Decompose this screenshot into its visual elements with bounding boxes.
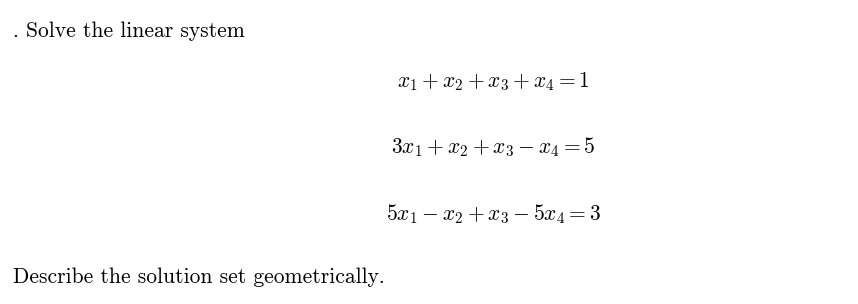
Text: $x_1 + x_2 + x_3 + x_4 = 1$: $x_1 + x_2 + x_3 + x_4 = 1$: [397, 71, 589, 93]
Text: Describe the solution set geometrically.: Describe the solution set geometrically.: [13, 268, 384, 287]
Text: . Solve the linear system: . Solve the linear system: [13, 21, 245, 41]
Text: $5x_1 - x_2 + x_3 - 5x_4 = 3$: $5x_1 - x_2 + x_3 - 5x_4 = 3$: [386, 202, 601, 226]
Text: $3x_1 + x_2 + x_3 - x_4 = 5$: $3x_1 + x_2 + x_3 - x_4 = 5$: [391, 136, 595, 159]
